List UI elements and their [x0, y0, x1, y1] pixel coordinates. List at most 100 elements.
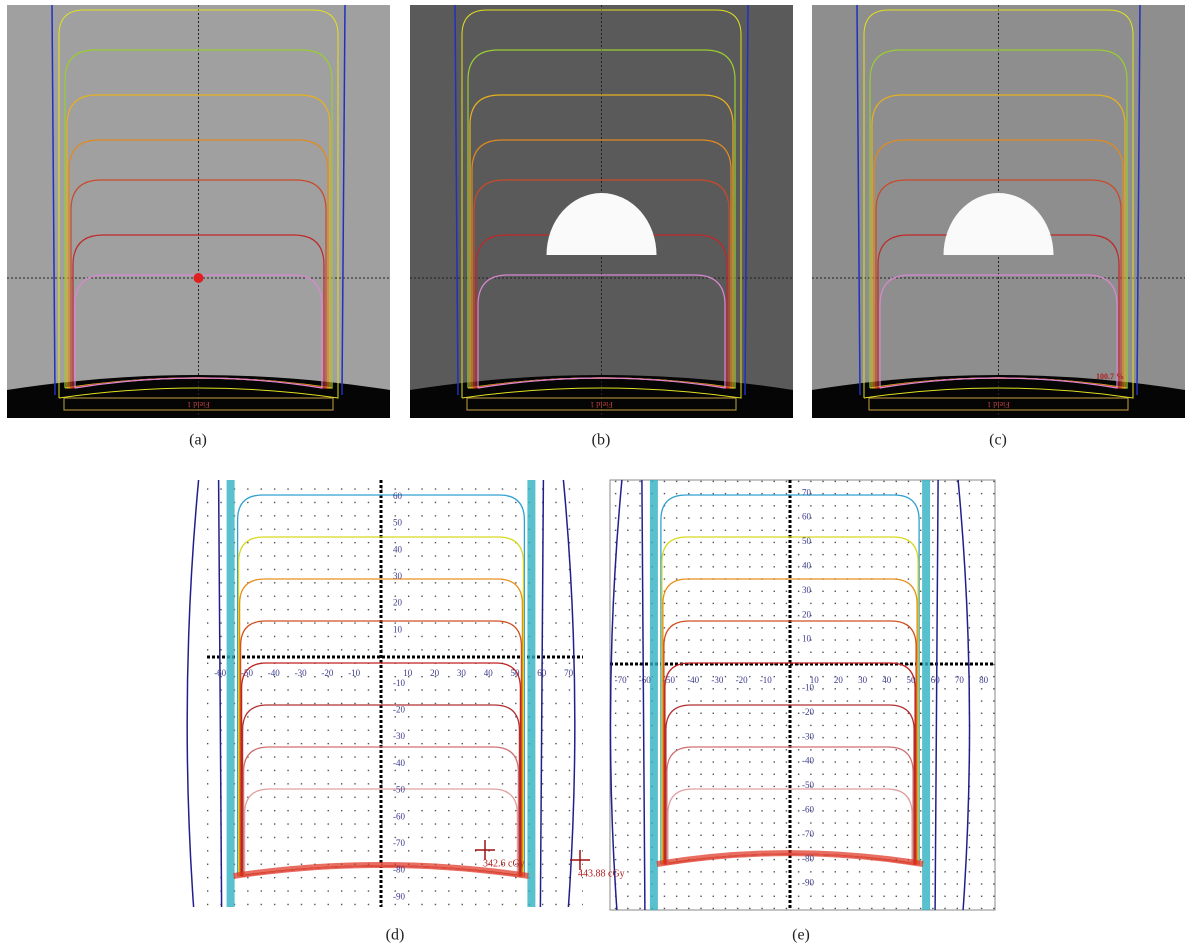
- isodose: [863, 9, 1134, 399]
- x-tick-label: 70: [564, 668, 574, 678]
- couch: [812, 375, 1185, 418]
- y-tick-label: 50: [393, 518, 403, 528]
- y-tick-label: -30: [802, 731, 814, 741]
- x-tick-label: -60: [214, 668, 226, 678]
- couch: [7, 375, 390, 418]
- x-tick-label: -30: [295, 668, 307, 678]
- field-label: Field 1: [187, 400, 209, 409]
- isodose: [217, 479, 545, 908]
- y-tick-label: 70: [802, 487, 812, 497]
- x-tick-label: 20: [430, 668, 440, 678]
- cursor: [475, 840, 495, 860]
- x-tick-label: 80: [979, 675, 989, 685]
- y-tick-label: 20: [393, 598, 403, 608]
- couch: [410, 375, 793, 418]
- ct-panel: Field 1: [410, 4, 793, 418]
- isodose: [879, 274, 1118, 389]
- grid-dots: [609, 479, 996, 911]
- y-tick-label: -20: [802, 707, 814, 717]
- panel-label: (b): [592, 432, 611, 449]
- field-box: [868, 397, 1129, 411]
- field-box: [466, 397, 737, 411]
- field-box: [63, 397, 334, 411]
- field-label: Field 1: [987, 400, 1009, 409]
- x-tick-label: 40: [484, 668, 494, 678]
- isodose: [461, 9, 742, 399]
- x-tick-label: -20: [321, 668, 333, 678]
- y-tick-label: 10: [393, 624, 403, 634]
- x-tick-label: -40: [268, 668, 280, 678]
- metal-insert: [546, 193, 657, 255]
- isodose: [58, 9, 339, 399]
- y-tick-label: -10: [802, 682, 814, 692]
- y-tick-label: 40: [393, 544, 403, 554]
- isodose: [641, 479, 939, 911]
- beam-edge: [649, 480, 931, 910]
- x-tick-label: -70: [615, 675, 627, 685]
- x-tick-label: 60: [931, 675, 941, 685]
- y-tick-label: 20: [802, 609, 812, 619]
- x-tick-label: -10: [348, 668, 360, 678]
- y-tick-label: -80: [802, 853, 814, 863]
- x-tick-label: 50: [511, 668, 521, 678]
- y-tick-label: -80: [393, 865, 405, 875]
- x-tick-label: -50: [663, 675, 675, 685]
- marker: [193, 273, 204, 283]
- dose-plot: -70 -60 -50 -40 -30 -20 -10 10 20 30 40 50 60 70 80706…: [570, 479, 996, 911]
- y-tick-label: -40: [802, 756, 814, 766]
- y-tick-label: 50: [802, 536, 812, 546]
- isodose: [186, 479, 576, 908]
- dose-annotation: 443.88 cGy: [578, 868, 625, 879]
- panel-label: (d): [386, 927, 405, 944]
- isodose: [74, 274, 323, 389]
- y-tick-label: 60: [393, 491, 403, 501]
- x-tick-label: -60: [639, 675, 651, 685]
- panel-label: (c): [989, 432, 1007, 449]
- x-tick-label: 10: [810, 675, 820, 685]
- x-tick-label: 20: [834, 675, 844, 685]
- cursor: [570, 850, 590, 870]
- y-tick-label: -50: [802, 780, 814, 790]
- y-tick-label: -90: [393, 891, 405, 901]
- y-tick-label: -90: [802, 878, 814, 888]
- x-tick-label: -30: [711, 675, 723, 685]
- y-tick-label: -70: [802, 829, 814, 839]
- panel-label: (e): [792, 927, 810, 944]
- isodose: [477, 274, 726, 389]
- beam-edge: [226, 480, 536, 907]
- y-tick-label: -40: [393, 758, 405, 768]
- y-tick-label: -60: [802, 804, 814, 814]
- field-edge: [856, 4, 1141, 396]
- dose-plot: -60 -50 -40 -30 -20 -10 10 20 30 40 50 60 7060504030…: [186, 479, 583, 908]
- panel-label: (a): [189, 432, 207, 449]
- isodose: [656, 850, 924, 868]
- y-tick-label: 10: [802, 634, 812, 644]
- field-edge: [51, 4, 346, 396]
- x-tick-label: 50: [907, 675, 917, 685]
- ct-panel: Field 1 100.7 %: [812, 4, 1185, 418]
- y-tick-label: 30: [393, 571, 403, 581]
- y-tick-label: -60: [393, 811, 405, 821]
- isodose: [233, 861, 529, 879]
- dose-annotation: 342.6 cGy: [483, 858, 525, 869]
- x-tick-label: -20: [736, 675, 748, 685]
- dose-annotation: 100.7 %: [1096, 372, 1124, 381]
- x-tick-label: 60: [537, 668, 547, 678]
- y-tick-label: -70: [393, 838, 405, 848]
- y-tick-label: 40: [802, 560, 812, 570]
- y-tick-label: -30: [393, 731, 405, 741]
- field-edge: [454, 4, 749, 396]
- y-tick-label: -10: [393, 678, 405, 688]
- y-tick-label: 60: [802, 512, 812, 522]
- x-tick-label: 40: [882, 675, 892, 685]
- y-tick-label: -20: [393, 704, 405, 714]
- metal-insert: [943, 193, 1054, 255]
- x-tick-label: 70: [955, 675, 965, 685]
- field-label: Field 1: [590, 400, 612, 409]
- y-tick-label: 30: [802, 585, 812, 595]
- ct-panel: Field 1: [7, 4, 390, 418]
- x-tick-label: 30: [858, 675, 868, 685]
- y-tick-label: -50: [393, 785, 405, 795]
- x-tick-label: 10: [403, 668, 413, 678]
